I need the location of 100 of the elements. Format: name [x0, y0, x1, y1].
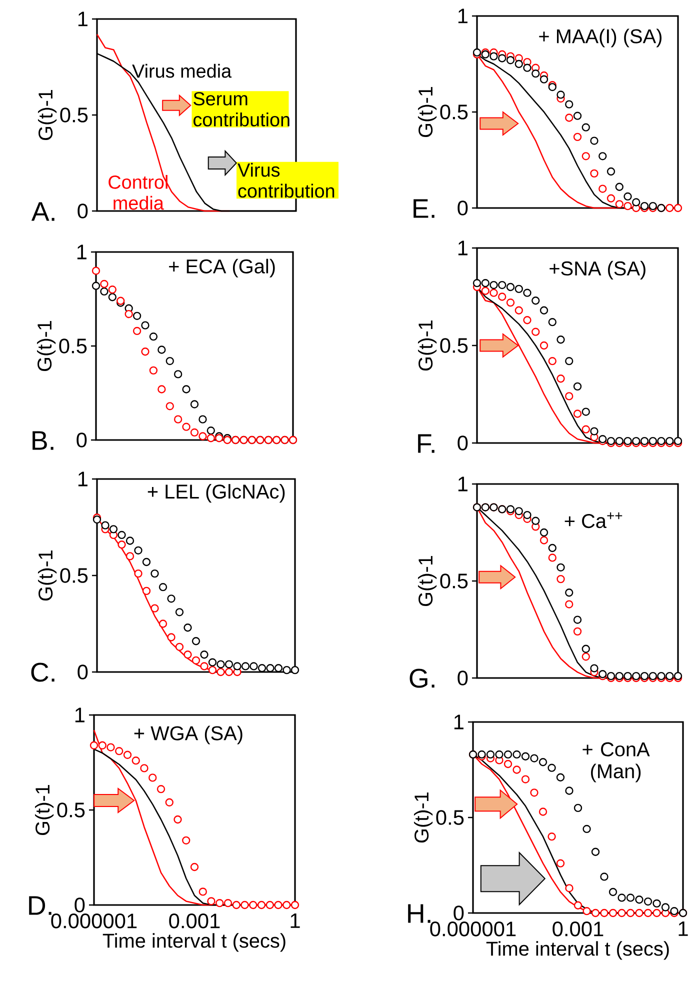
point — [258, 664, 266, 672]
text: E. — [414, 199, 434, 218]
y-tick-label: 0.5 — [440, 574, 468, 588]
point — [200, 662, 208, 670]
point — [514, 60, 523, 68]
point — [565, 392, 574, 400]
point — [556, 336, 565, 344]
point — [142, 586, 151, 596]
point — [250, 662, 258, 670]
point — [175, 642, 184, 651]
point — [208, 658, 217, 666]
y-axis-title: G(t)-1 — [38, 90, 57, 140]
point — [644, 908, 652, 918]
point — [565, 588, 574, 597]
point — [608, 908, 618, 918]
text: + Ca$^{++}$ — [564, 512, 622, 528]
point — [166, 402, 174, 410]
point — [106, 743, 115, 752]
point — [598, 152, 607, 160]
point — [556, 773, 565, 782]
point — [100, 287, 108, 296]
point — [573, 132, 582, 142]
y-tick-label: 1 — [75, 708, 84, 722]
point — [514, 284, 523, 294]
point — [132, 326, 142, 336]
point — [582, 152, 590, 160]
point — [208, 666, 217, 674]
point — [606, 194, 616, 202]
point — [523, 288, 532, 297]
point — [644, 897, 652, 906]
point — [540, 536, 548, 544]
y-tick-label: 1 — [458, 240, 468, 256]
point — [548, 764, 556, 772]
point — [582, 644, 590, 653]
point — [573, 627, 582, 636]
point — [266, 900, 274, 910]
point — [490, 288, 498, 297]
point — [512, 766, 521, 774]
point — [149, 332, 158, 341]
point — [624, 192, 632, 201]
point — [498, 292, 506, 301]
point — [274, 664, 283, 672]
y-axis-title: G(t)-1 — [418, 86, 437, 137]
point — [224, 899, 232, 908]
point — [674, 204, 682, 212]
point — [184, 624, 192, 632]
point — [132, 756, 140, 765]
point — [266, 664, 274, 672]
point — [101, 521, 110, 530]
point — [486, 750, 495, 759]
y-tick-label: 1 — [77, 244, 86, 260]
point — [115, 747, 124, 756]
point — [118, 530, 126, 540]
point — [538, 808, 548, 816]
point — [540, 341, 548, 350]
point — [92, 282, 100, 290]
point — [532, 516, 540, 525]
point — [134, 569, 142, 578]
point — [574, 901, 582, 910]
point — [232, 900, 240, 910]
point — [200, 650, 208, 659]
point — [165, 798, 174, 806]
point — [573, 112, 582, 120]
point — [123, 750, 132, 759]
point — [538, 758, 548, 766]
series-label: Control media — [108, 174, 168, 210]
point — [174, 815, 182, 824]
point — [108, 293, 116, 302]
point — [615, 182, 624, 191]
point — [124, 310, 133, 318]
y-axis-title: G(t)-1 — [36, 320, 56, 372]
point — [118, 540, 126, 549]
point — [565, 100, 574, 108]
point — [142, 558, 151, 566]
x-tick-label: 0.001 — [169, 914, 220, 928]
point — [565, 884, 574, 892]
x-axis-title: Time interval t (secs) — [102, 933, 286, 952]
point — [90, 741, 98, 750]
text: + WGA (SA) — [134, 726, 242, 744]
point — [504, 760, 512, 768]
y-tick-label: 0 — [454, 906, 464, 920]
point — [540, 528, 548, 537]
text: F. — [418, 434, 434, 453]
x-tick-label: 0.001 — [552, 922, 604, 936]
point — [174, 415, 182, 424]
chart-subtitle: + LEL (GlcNAc) — [148, 484, 285, 503]
point — [166, 356, 174, 366]
point — [532, 296, 540, 305]
y-tick-label: 0 — [76, 432, 87, 448]
point — [661, 903, 670, 912]
y-tick-label: 1 — [458, 8, 468, 24]
y-tick-label: 0 — [78, 204, 88, 218]
point — [573, 382, 582, 391]
point — [92, 266, 100, 275]
point — [98, 741, 106, 750]
point — [167, 594, 176, 603]
point — [481, 286, 490, 295]
point — [241, 662, 250, 670]
point — [249, 900, 258, 910]
y-tick-label: 0 — [74, 898, 85, 912]
